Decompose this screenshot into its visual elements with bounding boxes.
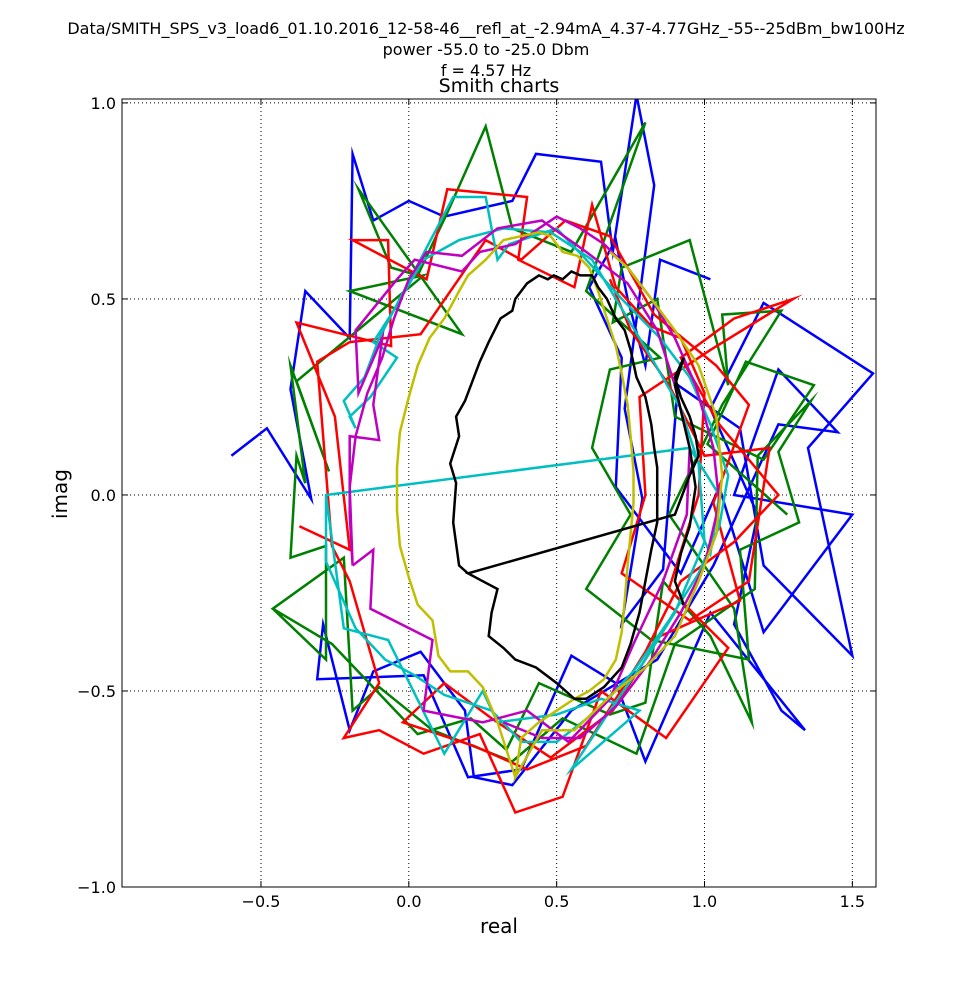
x-tick-label: 0.5 [544,892,569,911]
header-line-2: power -55.0 to -25.0 Dbm [383,40,590,59]
series-line-1 [230,99,875,787]
y-tick-label: 1.0 [91,94,116,113]
series-line-2 [270,121,819,763]
y-axis-label: imag [48,469,72,519]
series-line-6 [395,231,724,784]
y-tick-label: −1.0 [77,878,116,897]
x-tick-label: 1.5 [840,892,865,911]
x-tick-label: 0.0 [396,892,421,911]
series-line-5 [348,215,721,744]
y-tick-label: −0.5 [77,682,116,701]
axis-ticks: −0.5 0.0 0.5 1.0 1.5 −1.0 −0.5 0.0 0.5 1.0 [77,94,876,911]
x-axis-label: real [480,914,518,938]
plot-frame [121,98,877,888]
x-tick-label: −0.5 [242,892,281,911]
header-line-1: Data/SMITH_SPS_v3_load6_01.10.2016_12-58… [67,19,904,39]
data-series-group [230,99,875,815]
x-tick-label: 1.0 [692,892,717,911]
header-line-3: f = 4.57 Hz [441,61,531,80]
chart-title: Smith charts [439,75,560,97]
y-tick-label: 0.5 [91,290,116,309]
series-line-4 [324,195,730,777]
y-tick-label: 0.0 [91,486,116,505]
series-line-7 [448,270,700,701]
